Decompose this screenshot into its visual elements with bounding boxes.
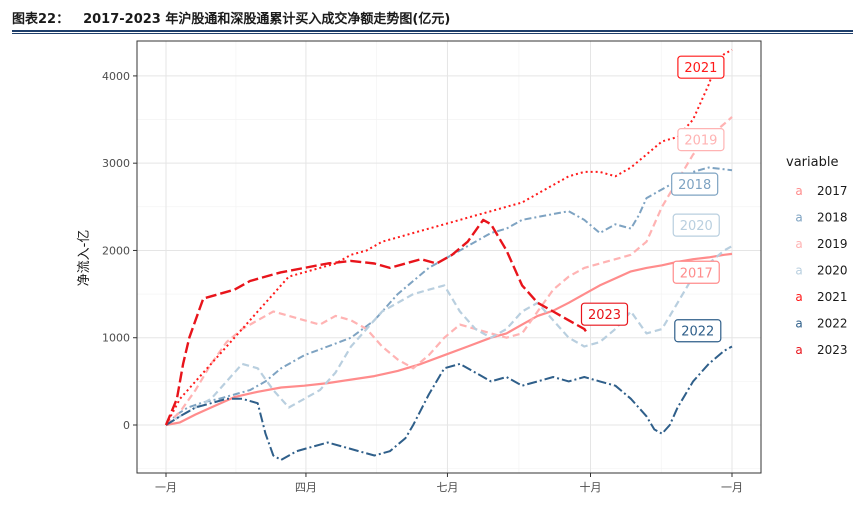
legend-item-2021: a 2021 — [795, 290, 847, 304]
legend-label: 2021 — [817, 290, 848, 304]
end-label-box — [672, 213, 720, 237]
end-label-2020: 2020 — [672, 213, 720, 237]
end-labels: 2021 2019 2018 2020 2017 2023 2022 — [580, 55, 725, 343]
x-tick-label: 一月 — [721, 481, 743, 494]
figure-title-text: 2017-2023 年沪股通和深股通累计买入成交净额走势图(亿元) — [83, 12, 451, 27]
y-tick-label: 4000 — [102, 70, 130, 83]
legend-label: 2020 — [817, 264, 848, 278]
end-label-text: 2017 — [680, 266, 713, 281]
legend-key: a — [795, 343, 802, 357]
series-line-2019 — [165, 116, 733, 426]
end-label-2023: 2023 — [580, 302, 629, 326]
x-tick-label: 一月 — [155, 481, 177, 494]
legend-item-2017: a 2017 — [795, 184, 847, 198]
end-label-box — [674, 319, 722, 343]
end-label-box — [672, 260, 720, 284]
y-tick-label: 1000 — [102, 332, 130, 345]
legend-key: a — [795, 317, 802, 331]
y-tick-label: 0 — [123, 419, 130, 432]
legend-item-2020: a 2020 — [795, 264, 847, 278]
legend-key: a — [795, 290, 802, 304]
x-tick-label: 四月 — [295, 481, 317, 494]
end-label-2018: 2018 — [671, 172, 719, 196]
figure-number: 图表22： — [12, 12, 70, 27]
end-label-text: 2018 — [678, 178, 711, 193]
report-header: 图表22： 2017-2023 年沪股通和深股通累计买入成交净额走势图(亿元) — [12, 6, 853, 34]
header-rule-thin — [12, 33, 853, 34]
series-line-2022 — [165, 345, 733, 461]
legend-item-2022: a 2022 — [795, 317, 847, 331]
end-label-text: 2019 — [684, 134, 717, 149]
end-label-text: 2020 — [680, 219, 713, 234]
legend-item-2019: a 2019 — [795, 237, 847, 251]
end-label-box — [677, 128, 725, 152]
series-line-2023 — [164, 218, 589, 426]
series-lines — [164, 48, 733, 461]
y-tick-label: 3000 — [102, 157, 130, 170]
end-label-text: 2023 — [588, 308, 621, 323]
legend-title: variable — [786, 155, 838, 170]
legend-item-2023: a 2023 — [795, 343, 847, 357]
end-label-box — [580, 302, 629, 326]
legend-key: a — [795, 237, 802, 251]
x-tick-label: 十月 — [580, 480, 602, 494]
end-label-box — [671, 172, 719, 196]
end-label-text: 2022 — [681, 325, 714, 340]
legend-label: 2019 — [817, 237, 848, 251]
legend-label: 2023 — [817, 343, 848, 357]
end-label-text: 2021 — [684, 61, 717, 76]
legend-label: 2022 — [817, 317, 848, 331]
y-axis: 0 1000 2000 3000 4000 — [102, 70, 137, 432]
y-axis-title: 净流入-亿 — [77, 230, 92, 287]
legend-label: 2018 — [817, 211, 848, 225]
legend: variable a 2017 a 2018 a 2019 a 2020 a 2021 a 2022 a 2… — [786, 155, 848, 357]
end-label-2019: 2019 — [677, 128, 725, 152]
legend-item-2018: a 2018 — [795, 211, 847, 225]
end-label-2021: 2021 — [677, 55, 725, 79]
series-line-2017 — [165, 252, 733, 427]
header-rule — [12, 30, 853, 32]
end-label-2022: 2022 — [674, 319, 722, 343]
end-label-box — [677, 55, 725, 79]
legend-key: a — [795, 184, 802, 198]
x-tick-label: 七月 — [436, 481, 458, 494]
end-label-2017: 2017 — [672, 260, 720, 284]
series-line-2018 — [165, 166, 733, 426]
y-tick-label: 2000 — [102, 244, 130, 257]
legend-label: 2017 — [817, 184, 848, 198]
figure-title: 图表22： 2017-2023 年沪股通和深股通累计买入成交净额走势图(亿元) — [12, 8, 450, 27]
x-axis: 一月 四月 七月 十月 一月 — [155, 473, 743, 494]
legend-key: a — [795, 211, 802, 225]
legend-key: a — [795, 264, 802, 278]
panel-border — [136, 40, 762, 474]
